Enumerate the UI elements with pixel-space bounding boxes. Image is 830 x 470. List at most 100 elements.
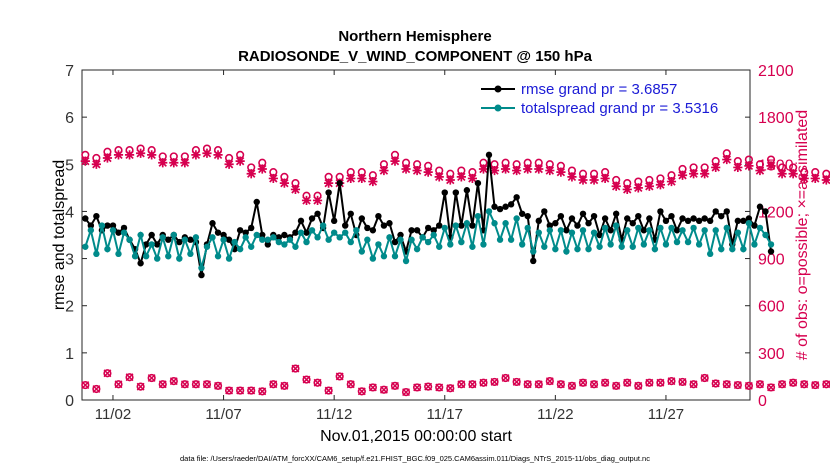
obs-low-assimilated-point [125, 373, 134, 382]
rmse-point [463, 187, 471, 194]
obs-low-assimilated-point [346, 380, 355, 389]
rmse-point [767, 248, 775, 255]
totalspread-point [424, 238, 432, 246]
obs-assimilated-point [711, 162, 721, 173]
obs-low-possible-point [247, 386, 256, 395]
rmse-point [640, 227, 648, 234]
obs-assimilated-point [412, 165, 422, 176]
obs-low-possible-point [601, 378, 610, 387]
rmse-point [624, 215, 631, 222]
obs-low-assimilated-point [468, 380, 477, 389]
obs-low-possible-point [678, 377, 687, 387]
obs-assimilated-point [545, 165, 555, 176]
rmse-point [275, 234, 283, 241]
rmse-point [469, 222, 476, 229]
obs-low-assimilated-point [136, 382, 145, 391]
rmse-point [557, 212, 565, 220]
rmse-point [474, 179, 482, 187]
obs-low-assimilated-point [623, 378, 632, 387]
totalspread-point [281, 241, 288, 248]
chart-subtitle: RADIOSONDE_V_WIND_COMPONENT @ 150 hPa [238, 48, 593, 65]
obs-assimilated-point [810, 173, 820, 184]
totalspread-point [176, 255, 183, 262]
obs-assimilated-point [478, 164, 489, 174]
rmse-point [751, 222, 758, 229]
obs-low-assimilated-point [545, 377, 554, 386]
totalspread-point [225, 255, 233, 262]
totalspread-point [684, 238, 692, 246]
obs-low-possible-point [114, 380, 123, 389]
totalspread-point [148, 241, 155, 248]
rmse-point [380, 222, 388, 229]
totalspread-point [275, 238, 283, 246]
rmse-point [82, 215, 89, 222]
totalspread-point [109, 227, 117, 234]
obs-low-assimilated-point [313, 378, 322, 387]
obs-assimilated-point [445, 175, 455, 185]
rmse-point [662, 217, 670, 225]
legend-rmse-marker [494, 85, 502, 93]
obs-low-possible-point [313, 378, 322, 387]
totalspread-point [87, 227, 95, 234]
obs-low-assimilated-point [391, 381, 399, 390]
left-tick-label: 0 [65, 393, 74, 410]
obs-low-assimilated-point [822, 380, 830, 389]
rmse-point [259, 231, 266, 239]
right-tick-label: 0 [758, 393, 767, 410]
obs-low-possible-point [578, 378, 588, 387]
totalspread-point [590, 229, 598, 236]
obs-assimilated-point [589, 175, 599, 185]
rmse-point [563, 227, 570, 234]
x-tick-label: 11/17 [427, 406, 463, 423]
obs-markers [80, 144, 830, 397]
totalspread-point [137, 231, 144, 239]
rmse-point [507, 201, 515, 208]
obs-low-possible-point [789, 378, 798, 387]
obs-low-possible-point [269, 380, 278, 389]
obs-assimilated-point [191, 150, 201, 160]
obs-low-possible-point [468, 380, 477, 389]
obs-assimilated-point [423, 167, 433, 177]
right-tick-label: 900 [758, 252, 785, 269]
rmse-point [568, 215, 576, 222]
obs-assimilated-point [169, 158, 179, 168]
totalspread-point [386, 234, 393, 241]
totalspread-point [441, 224, 448, 232]
rmse-point [585, 220, 592, 227]
rmse-point [375, 212, 382, 220]
rmse-point [491, 203, 498, 210]
obs-low-possible-point [711, 379, 720, 388]
rmse-point [109, 222, 117, 229]
totalspread-point [469, 243, 476, 250]
obs-low-assimilated-point [214, 381, 222, 390]
obs-low-assimilated-point [81, 381, 90, 390]
rmse-point [740, 217, 747, 225]
obs-assimilated-point [401, 164, 411, 174]
obs-low-assimilated-point [645, 378, 654, 387]
obs-low-possible-point [479, 378, 488, 387]
obs-low-assimilated-point [413, 383, 422, 392]
rmse-point [441, 189, 448, 196]
obs-low-assimilated-point [225, 386, 234, 395]
totalspread-point [673, 238, 681, 246]
obs-low-assimilated-point [689, 380, 698, 389]
totalspread-point [745, 220, 753, 227]
rmse-point [314, 210, 321, 217]
obs-assimilated-point [368, 176, 378, 187]
left-tick-label: 7 [65, 63, 74, 80]
obs-low-possible-point [589, 380, 599, 389]
rmse-point [496, 205, 504, 213]
obs-low-assimilated-point [711, 379, 720, 388]
totalspread-point [447, 241, 454, 248]
obs-low-possible-point [236, 386, 245, 395]
rmse-point [458, 222, 465, 229]
totalspread-point [220, 236, 227, 243]
rmse-point [225, 236, 233, 243]
rmse-point [347, 210, 354, 217]
rmse-point [214, 229, 222, 236]
obs-low-possible-point [656, 378, 665, 387]
obs-low-possible-point [435, 383, 444, 392]
obs-assimilated-point [147, 150, 157, 160]
obs-assimilated-point [578, 175, 588, 185]
